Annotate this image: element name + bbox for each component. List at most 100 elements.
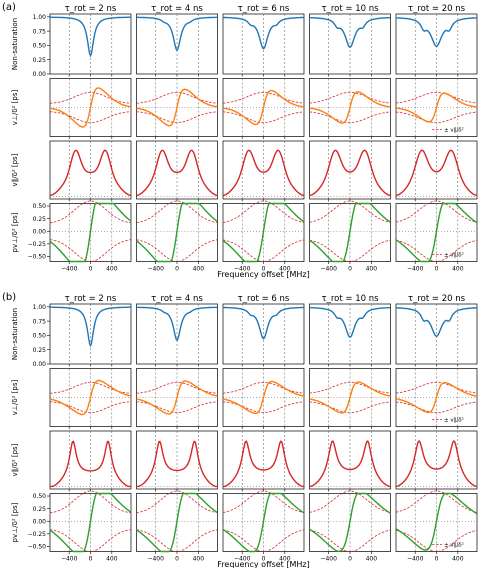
subplot-pvperp-4ns	[136, 200, 218, 264]
subplot-vperp-20ns	[395, 78, 478, 139]
y-tick-label: 1.00	[33, 14, 47, 21]
subplot-vpar-10ns	[309, 430, 391, 492]
plus-envelope-line	[309, 92, 391, 104]
series-line-pvperp	[136, 492, 218, 553]
series-line-pvperp	[49, 492, 132, 553]
series-line-nonsat	[136, 306, 218, 342]
plus-envelope-line	[136, 200, 218, 224]
plus-envelope-line	[49, 381, 132, 394]
x-axis-label: Frequency offset [MHz]	[217, 270, 309, 279]
series-line-vperp	[49, 379, 132, 416]
x-tick-label: 0	[262, 266, 266, 273]
row-ylabel: pv⊥/δ² [ps]	[11, 212, 19, 252]
row-ylabel: Non-saturation	[11, 308, 19, 360]
y-tick-label: 0.75	[33, 318, 47, 325]
y-tick-label: 0.50	[33, 333, 47, 340]
minus-envelope-line	[49, 239, 132, 262]
minus-envelope-line	[222, 529, 305, 552]
subplot-nonsat-4ns	[136, 13, 218, 77]
plus-envelope-line	[395, 200, 478, 223]
series-line-vperp	[309, 381, 391, 414]
plot-layer: τ_rot = 2 ns τ_rot = 4 ns τ_rot = 6 ns τ_ro…	[11, 4, 478, 568]
column-title: τ_rot = 20 ns	[408, 294, 466, 304]
series-line-nonsat	[396, 17, 477, 48]
x-tick-label: 400	[366, 266, 378, 273]
x-tick-label: −400	[407, 556, 424, 563]
series-line-vpar	[50, 440, 131, 488]
legend-label: ± v∥/δ²	[444, 252, 464, 259]
plus-envelope-line	[395, 92, 478, 104]
x-tick-label: 400	[366, 556, 378, 563]
series-line-vpar	[49, 149, 132, 197]
series-line-nonsat	[396, 307, 477, 338]
x-tick-label: 400	[279, 556, 291, 563]
minus-envelope-line	[309, 111, 391, 123]
column-title: τ_rot = 6 ns	[238, 4, 290, 14]
series-line-vperp	[395, 381, 478, 414]
y-tick-label: 0.75	[33, 28, 47, 35]
series-line-pvperp	[309, 492, 391, 553]
y-tick-label: 0.00	[33, 228, 47, 235]
plus-envelope-line	[223, 381, 304, 394]
x-tick-label: 0	[262, 556, 266, 563]
column-title: τ_rot = 20 ns	[408, 4, 466, 14]
y-tick-label: −0.50	[28, 254, 47, 261]
x-tick-label: 400	[106, 556, 118, 563]
row-ylabel: v∥/δ² [ps]	[11, 153, 19, 186]
y-tick-label: 0.25	[33, 506, 47, 513]
subplot-pvperp-2ns	[49, 200, 132, 264]
row-ylabel: v⊥/δ² [ps]	[11, 90, 19, 126]
subplot-vpar-4ns	[136, 140, 218, 202]
column-title: τ_rot = 4 ns	[151, 294, 203, 304]
subplot-nonsat-2ns	[49, 303, 132, 367]
subplot-vperp-2ns	[49, 78, 132, 139]
column-title: τ_rot = 2 ns	[65, 294, 117, 304]
subplot-pvperp-10ns	[309, 490, 391, 554]
series-line-vpar	[223, 440, 304, 488]
minus-envelope-line	[136, 529, 218, 552]
series-line-vperp	[222, 380, 305, 415]
y-tick-label: 1.00	[33, 304, 47, 311]
subplot-nonsat-10ns	[309, 303, 391, 367]
column-title: τ_rot = 10 ns	[321, 294, 379, 304]
y-tick-label: 0.50	[33, 203, 47, 210]
minus-envelope-line	[395, 401, 478, 414]
minus-envelope-line	[136, 111, 218, 123]
series-line-vperp	[309, 91, 391, 124]
y-tick-label: −0.25	[28, 531, 47, 538]
subplot-vpar-2ns	[49, 430, 132, 492]
series-line-nonsat	[309, 306, 391, 339]
panel-b-label: (b)	[2, 292, 16, 303]
x-tick-label: −400	[61, 556, 78, 563]
x-tick-label: 400	[452, 556, 464, 563]
plus-envelope-line	[395, 490, 478, 513]
column-title: τ_rot = 4 ns	[151, 4, 203, 14]
legend-label: ± v∥/δ²	[444, 417, 464, 424]
series-line-vperp	[395, 92, 478, 123]
series-line-pvperp	[395, 492, 478, 551]
subplot-pvperp-4ns	[136, 490, 218, 554]
series-line-nonsat	[223, 16, 304, 50]
x-tick-label: 400	[193, 266, 205, 273]
series-line-vperp	[222, 89, 305, 126]
y-tick-label: 0.00	[33, 71, 47, 78]
subplot-vperp-20ns	[395, 368, 478, 429]
row-ylabel: pv⊥/δ² [ps]	[11, 502, 19, 542]
series-line-nonsat	[223, 306, 304, 340]
x-tick-label: 400	[193, 556, 205, 563]
plus-envelope-line	[309, 381, 391, 394]
x-tick-label: −400	[147, 556, 164, 563]
series-line-vpar	[222, 149, 305, 197]
series-line-pvperp	[222, 202, 305, 263]
series-line-vperp	[136, 380, 218, 415]
subplot-vperp-4ns	[136, 368, 218, 429]
series-line-vpar	[136, 149, 218, 197]
minus-envelope-line	[222, 239, 305, 262]
subplot-pvperp-20ns	[395, 200, 478, 264]
row-ylabel: v∥/δ² [ps]	[11, 443, 19, 476]
series-line-pvperp	[136, 202, 218, 263]
legend-label: ± v∥/δ²	[444, 542, 464, 549]
x-axis-label: Frequency offset [MHz]	[217, 560, 309, 568]
column-title: τ_rot = 10 ns	[321, 4, 379, 14]
